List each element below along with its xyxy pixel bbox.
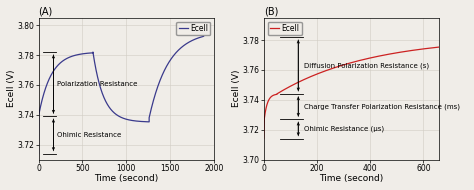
Ecell (101, 97, 107, 99)
Ecell (261, 138, 266, 140)
Ecell (201, 35, 207, 37)
Ecell (182, 44, 188, 46)
Text: Ohimic Resistance (μs): Ohimic Resistance (μs) (304, 126, 384, 132)
Ecell (436, 46, 441, 48)
Y-axis label: Ecell (V): Ecell (V) (7, 70, 16, 107)
Ecell (262, 114, 268, 116)
Text: Diffusion Polarization Resistance (s): Diffusion Polarization Resistance (s) (304, 62, 429, 69)
Legend: Ecell: Ecell (267, 21, 301, 35)
Ecell (306, 76, 312, 78)
X-axis label: Time (second): Time (second) (319, 174, 383, 183)
Ecell (36, 152, 41, 155)
Ecell (275, 92, 281, 95)
Ecell (437, 46, 442, 48)
Line: Ecell: Ecell (38, 36, 204, 154)
Ecell (349, 62, 355, 64)
X-axis label: Time (second): Time (second) (94, 174, 158, 183)
Text: Polarization Resistance: Polarization Resistance (56, 81, 137, 87)
Text: (B): (B) (264, 7, 278, 17)
Text: Charge Transfer Polarization Resistance (ms): Charge Transfer Polarization Resistance … (304, 103, 460, 110)
Y-axis label: Ecell (V): Ecell (V) (232, 70, 241, 107)
Ecell (38, 101, 44, 104)
Ecell (133, 120, 138, 122)
Ecell (124, 118, 129, 120)
Ecell (268, 96, 273, 98)
Text: (A): (A) (38, 7, 53, 17)
Ecell (37, 110, 43, 112)
Legend: Ecell: Ecell (176, 21, 210, 35)
Text: Ohimic Resistance: Ohimic Resistance (56, 132, 121, 138)
Line: Ecell: Ecell (264, 47, 439, 139)
